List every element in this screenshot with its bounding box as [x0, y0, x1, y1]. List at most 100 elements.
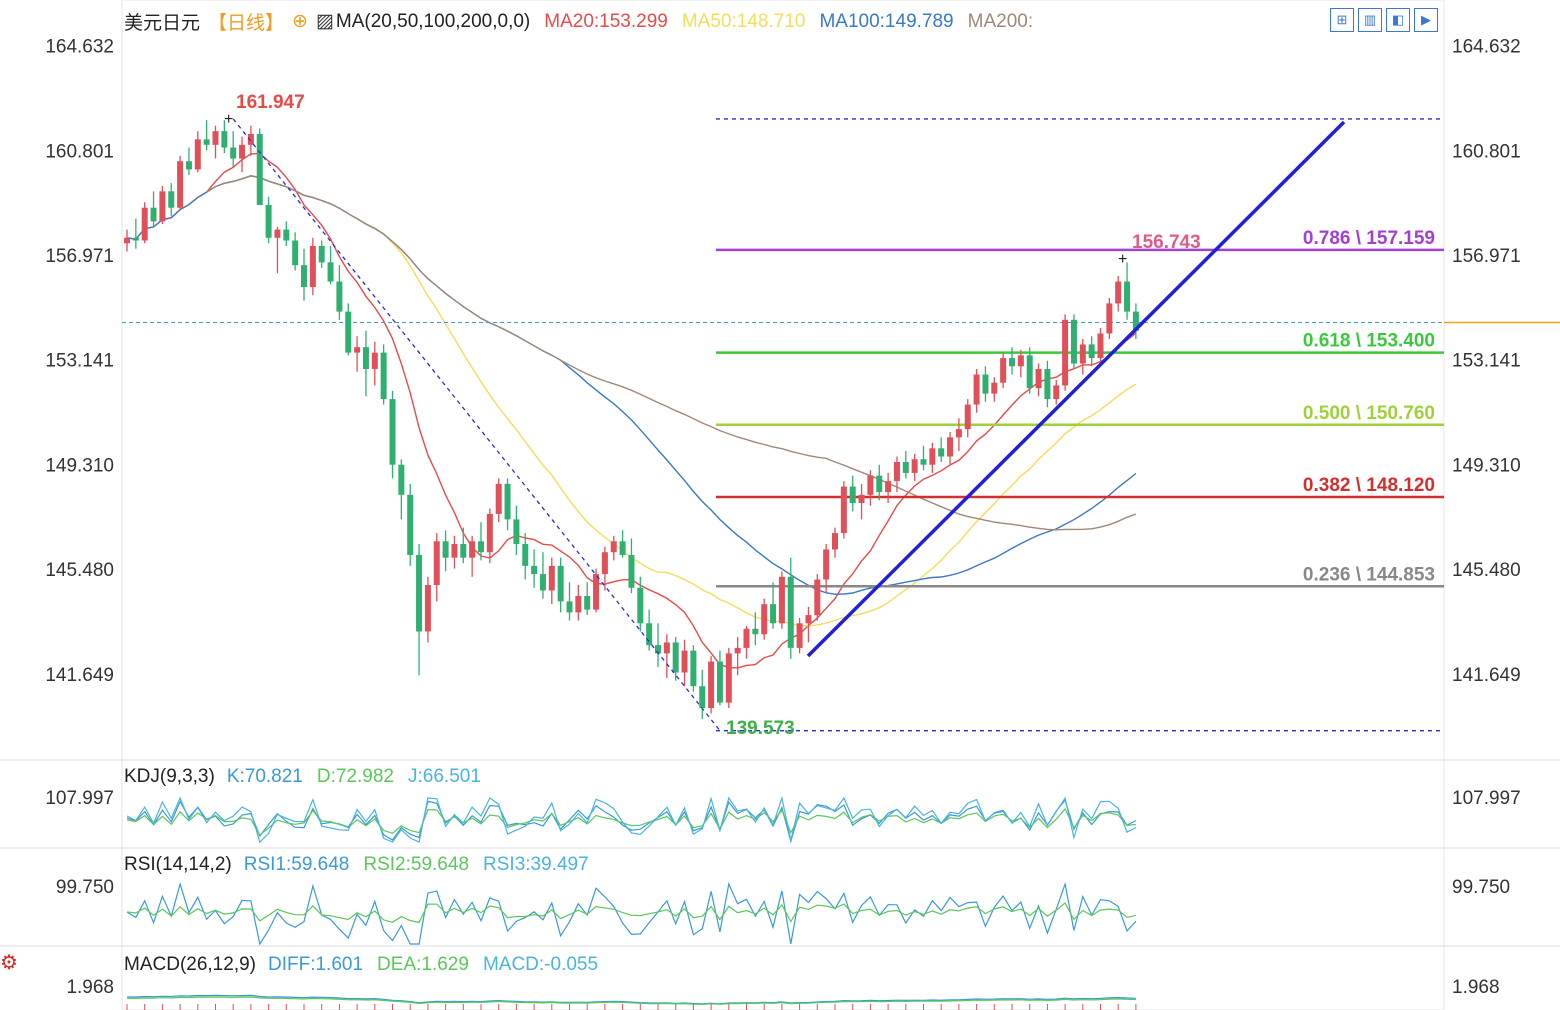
- candle-body: [911, 459, 918, 473]
- candle: [752, 612, 759, 646]
- indicator-icon[interactable]: ▨: [315, 11, 334, 32]
- candle: [1017, 349, 1024, 378]
- candle: [221, 120, 228, 154]
- grid-layout-icon[interactable]: ⊞: [1330, 8, 1354, 32]
- candle-body: [177, 161, 184, 208]
- candle: [885, 472, 892, 503]
- candle: [681, 639, 688, 687]
- candle: [132, 218, 139, 249]
- candle: [557, 557, 564, 613]
- kdj-title[interactable]: KDJ(9,3,3): [124, 766, 215, 787]
- candle: [1044, 360, 1051, 408]
- candle-body: [646, 623, 653, 646]
- candle: [876, 464, 883, 501]
- candle: [274, 226, 281, 274]
- candle: [380, 344, 387, 405]
- candle: [442, 530, 449, 572]
- rsi-title[interactable]: RSI(14,14,2): [124, 854, 232, 875]
- candle: [858, 483, 865, 520]
- sub-tick-right-2: 1.968: [1452, 977, 1500, 998]
- chart-layout-icon[interactable]: ▥: [1358, 8, 1382, 32]
- candle-body: [849, 486, 856, 503]
- candle: [1106, 297, 1113, 339]
- candle-body: [920, 459, 927, 465]
- candle-body: [947, 437, 954, 457]
- candle-body: [867, 475, 874, 495]
- forward-icon[interactable]: ▶: [1414, 8, 1438, 32]
- candle-body: [964, 404, 971, 430]
- settings-gear-icon[interactable]: ⚙: [0, 952, 18, 974]
- candle: [832, 527, 838, 558]
- candle: [185, 147, 192, 175]
- candle-body: [327, 262, 334, 282]
- candle: [743, 626, 750, 659]
- candle-body: [362, 347, 369, 370]
- candle: [389, 390, 396, 479]
- macd-title[interactable]: MACD(26,12,9): [124, 954, 256, 975]
- high-cross-icon: +: [224, 111, 233, 128]
- recent-high-cross-icon: +: [1118, 251, 1127, 268]
- candle: [929, 442, 936, 473]
- candle-body: [1053, 385, 1060, 400]
- play-back-icon[interactable]: ◧: [1386, 8, 1410, 32]
- low-label: 139.573: [726, 718, 795, 739]
- ma200-line: [206, 175, 1137, 531]
- candle: [610, 535, 617, 561]
- candle-body: [451, 544, 458, 558]
- candle: [575, 585, 582, 621]
- kdj-value-2: J:66.501: [408, 766, 481, 787]
- candle-body: [168, 191, 175, 208]
- price-axes: 164.632 164.632 160.801 160.801 156.971 156.9…: [45, 37, 1520, 686]
- candle: [354, 336, 361, 372]
- candle: [247, 125, 254, 156]
- candle-body: [876, 475, 883, 493]
- symbol-name[interactable]: 美元日元: [124, 13, 201, 34]
- sub-tick-left-1: 99.750: [56, 877, 114, 898]
- candle: [177, 155, 184, 211]
- candlesticks[interactable]: [124, 120, 1139, 719]
- sub-tick-left-2: 1.968: [66, 977, 114, 998]
- kdj-values: K:70.821 D:72.982 J:66.501: [227, 766, 481, 788]
- candle-body: [1097, 333, 1104, 359]
- candle: [433, 533, 440, 602]
- candle-body: [902, 461, 909, 473]
- candle: [194, 131, 201, 173]
- kdj-value-0: K:70.821: [226, 766, 303, 787]
- candle-body: [858, 494, 865, 503]
- candle: [1124, 262, 1131, 320]
- candle: [778, 571, 785, 629]
- candle-body: [805, 615, 812, 624]
- candle-body: [929, 448, 936, 465]
- candle-body: [239, 144, 246, 159]
- y-tick-left-2: 156.971: [45, 246, 114, 267]
- add-indicator-icon[interactable]: ⊕: [292, 11, 308, 32]
- sub-tick-right-1: 99.750: [1452, 877, 1510, 898]
- candle-body: [469, 541, 476, 558]
- candle-body: [495, 483, 502, 514]
- candle: [849, 475, 856, 512]
- candle-body: [681, 650, 688, 673]
- candle: [1115, 276, 1122, 312]
- rsi-value-2: RSI3:39.497: [483, 854, 589, 875]
- fib-label-0: 0.786 \ 157.159: [1303, 228, 1435, 249]
- kdj-k-line: [126, 798, 1137, 844]
- candle: [867, 470, 874, 506]
- candle-body: [504, 483, 511, 520]
- candle-body: [212, 131, 219, 145]
- candle-body: [345, 311, 352, 353]
- candle: [593, 568, 600, 613]
- y-tick-left-6: 141.649: [45, 665, 114, 686]
- candle-body: [982, 374, 989, 394]
- ma-indicator-label[interactable]: MA(20,50,100,200,0,0): [335, 10, 531, 32]
- recent-high-label: 156.743: [1132, 232, 1201, 253]
- candle-body: [1106, 303, 1113, 334]
- candle-body: [256, 133, 263, 205]
- candle: [814, 574, 821, 621]
- period-label[interactable]: 【日线】: [208, 13, 285, 34]
- candle-body: [309, 245, 316, 288]
- candle-body: [478, 541, 484, 553]
- candle: [911, 453, 918, 482]
- candle: [256, 128, 263, 205]
- candle-body: [416, 554, 423, 632]
